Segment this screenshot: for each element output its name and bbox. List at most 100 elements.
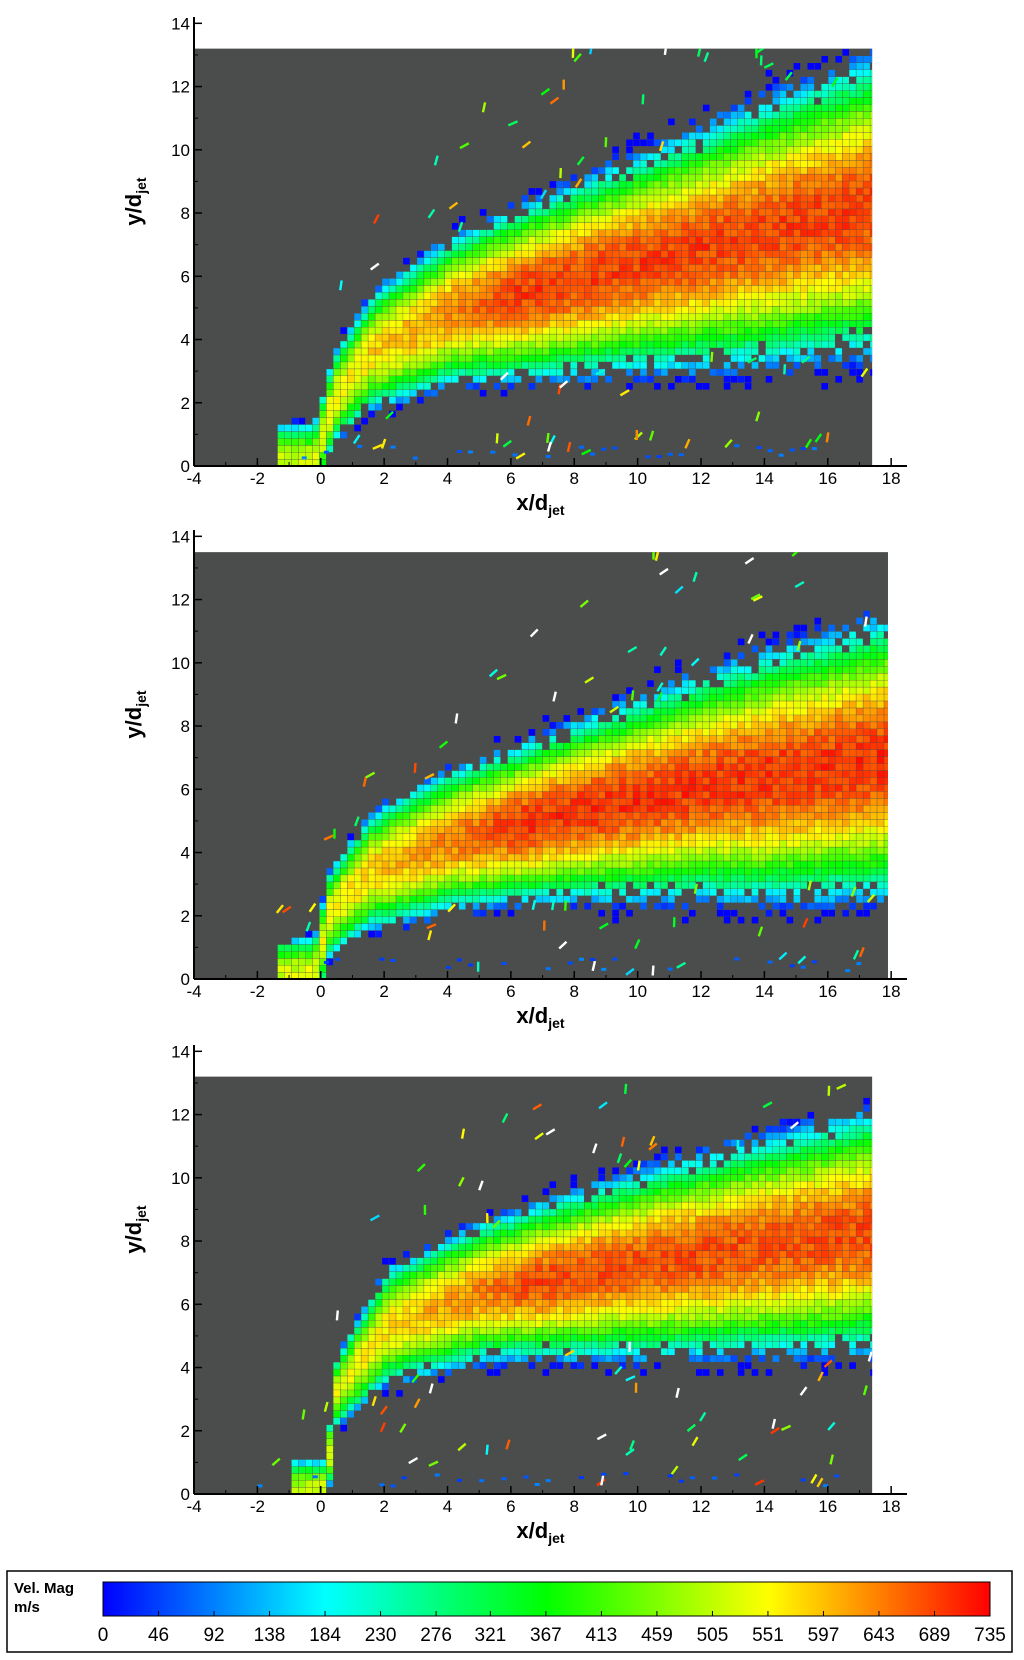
velocity-cell (486, 770, 494, 778)
velocity-cell (814, 645, 822, 653)
velocity-cell (744, 243, 752, 251)
velocity-cell (347, 909, 354, 917)
velocity-cell (577, 278, 584, 286)
velocity-cell (445, 355, 452, 362)
velocity-cell (361, 348, 368, 355)
velocity-cell (640, 889, 647, 896)
velocity-cell (305, 958, 313, 966)
velocity-cell (675, 209, 682, 216)
velocity-cell (396, 902, 403, 910)
velocity-cell (563, 299, 571, 307)
velocity-cell (835, 770, 842, 778)
velocity-cell (793, 181, 801, 188)
velocity-cell (702, 812, 710, 820)
velocity-cell (354, 362, 361, 369)
velocity-cell (570, 257, 578, 265)
velocity-cell (800, 76, 808, 84)
y-tick-label: 12 (171, 591, 190, 610)
velocity-cell (521, 756, 529, 764)
velocity-cell (465, 271, 473, 279)
velocity-cell (828, 111, 835, 119)
velocity-vector (372, 214, 380, 224)
velocity-cell (807, 160, 815, 167)
velocity-cell (312, 417, 320, 425)
velocity-cell (842, 701, 849, 708)
velocity-cell (730, 160, 738, 167)
velocity-cell (347, 875, 354, 882)
velocity-cell (591, 348, 598, 355)
velocity-cell (424, 348, 431, 355)
velocity-cell (528, 868, 536, 875)
velocity-cell (335, 957, 340, 961)
velocity-cell (709, 292, 717, 300)
velocity-cell (772, 181, 780, 188)
velocity-cell (709, 223, 717, 230)
velocity-cell (472, 341, 480, 348)
velocity-cell (877, 680, 884, 687)
velocity-cell (458, 902, 466, 910)
velocity-cell (807, 680, 815, 687)
velocity-cell (500, 362, 508, 369)
velocity-cell (640, 271, 647, 279)
velocity-cell (479, 334, 487, 341)
velocity-cell (758, 327, 766, 334)
velocity-cell (556, 722, 564, 729)
velocity-cell (598, 909, 605, 917)
velocity-cell (403, 882, 410, 889)
velocity-cell (828, 188, 835, 195)
velocity-cell (723, 763, 731, 771)
velocity-cell (556, 250, 564, 258)
velocity-cell (472, 320, 480, 327)
velocity-cell (661, 264, 668, 272)
velocity-cell (716, 847, 724, 854)
velocity-cell (361, 861, 368, 868)
velocity-cell (744, 257, 752, 265)
velocity-cell (863, 875, 870, 882)
velocity-cell (347, 868, 354, 875)
velocity-cell (619, 847, 626, 854)
velocity-cell (696, 854, 703, 861)
velocity-cell (654, 736, 661, 743)
velocity-cell (633, 736, 640, 743)
velocity-cell (884, 673, 888, 680)
velocity-cell (291, 417, 299, 425)
velocity-cell (696, 687, 703, 694)
velocity-cell (438, 243, 445, 251)
velocity-cell (863, 264, 870, 272)
velocity-cell (877, 708, 884, 715)
velocity-cell (465, 313, 473, 320)
velocity-cell (779, 798, 787, 806)
velocity-cell (626, 777, 633, 785)
velocity-cell (340, 902, 347, 910)
velocity-cell (500, 285, 508, 293)
velocity-cell (863, 111, 870, 119)
velocity-cell (633, 236, 640, 244)
velocity-cell (507, 868, 515, 875)
velocity-cell (486, 369, 494, 376)
velocity-cell (458, 875, 466, 882)
velocity-cell (584, 250, 591, 258)
velocity-cell (445, 966, 451, 969)
velocity-cell (521, 805, 529, 813)
velocity-cell (431, 264, 438, 272)
velocity-cell (570, 355, 578, 362)
velocity-cell (758, 195, 766, 202)
velocity-cell (661, 826, 668, 833)
velocity-cell (403, 833, 410, 840)
velocity-cell (661, 819, 668, 827)
velocity-cell (549, 264, 557, 272)
velocity-cell (514, 278, 522, 286)
velocity-cell (856, 146, 863, 154)
velocity-cell (389, 383, 396, 390)
velocity-cell (842, 777, 849, 785)
velocity-cell (709, 854, 717, 861)
velocity-cell (842, 749, 849, 757)
velocity-cell (451, 847, 459, 854)
velocity-cell (668, 243, 675, 251)
velocity-cell (689, 847, 696, 854)
velocity-cell (668, 819, 675, 827)
velocity-cell (835, 763, 842, 771)
velocity-cell (779, 174, 787, 181)
velocity-cell (730, 250, 738, 258)
velocity-cell (779, 111, 787, 119)
